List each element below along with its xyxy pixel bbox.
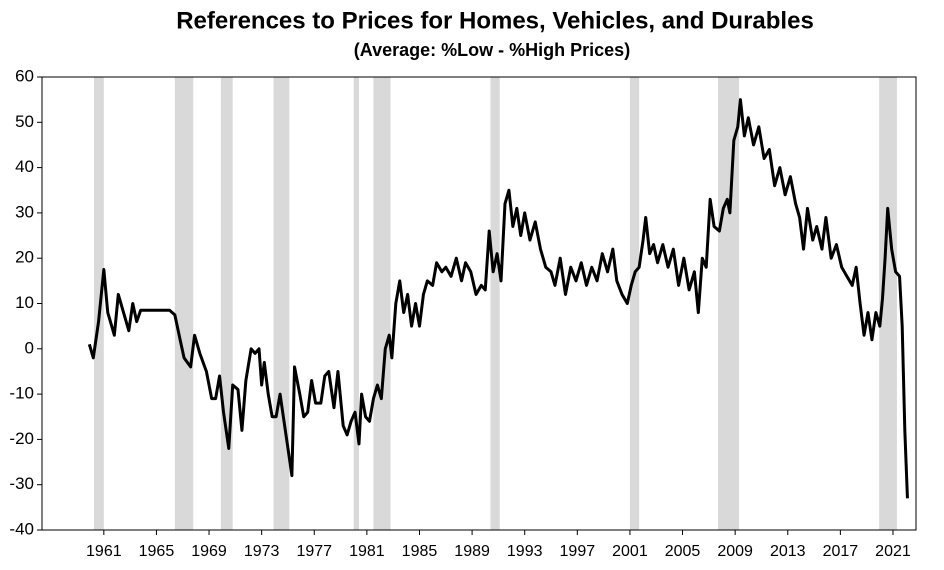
x-tick-label: 1977: [296, 543, 332, 560]
y-tick-label: 40: [15, 157, 34, 176]
y-tick-label: -20: [9, 429, 34, 448]
chart-title: References to Prices for Homes, Vehicles…: [176, 7, 814, 34]
x-tick-label: 2001: [612, 543, 648, 560]
y-tick-label: -40: [9, 519, 34, 538]
chart-subtitle: (Average: %Low - %High Prices): [354, 40, 630, 60]
y-tick-label: 50: [15, 112, 34, 131]
shaded-period: [718, 77, 740, 530]
shaded-period: [629, 77, 640, 530]
x-tick-label: 2013: [770, 543, 806, 560]
y-tick-label: 20: [15, 248, 34, 267]
shaded-period: [273, 77, 290, 530]
x-tick-label: 1961: [86, 543, 122, 560]
x-tick-label: 1969: [191, 543, 227, 560]
data-line: [87, 98, 909, 499]
plot-frame: [41, 76, 917, 531]
x-tick-label: 1965: [139, 543, 175, 560]
x-tick-label: 1981: [349, 543, 385, 560]
shaded-period: [879, 77, 897, 530]
x-tick-label: 1989: [454, 543, 490, 560]
x-tick-label: 2009: [717, 543, 753, 560]
y-tick-label: -30: [9, 474, 34, 493]
shaded-period: [490, 77, 500, 530]
y-tick-label: 0: [25, 338, 34, 357]
x-tick-label: 1993: [507, 543, 543, 560]
shaded-period: [174, 77, 194, 530]
x-tick-label: 1985: [402, 543, 438, 560]
x-tick-label: 1997: [560, 543, 596, 560]
x-tick-label: 1973: [244, 543, 280, 560]
y-tick-label: -10: [9, 384, 34, 403]
y-tick-label: 30: [15, 202, 34, 221]
y-tick-label: 60: [15, 66, 34, 85]
y-tick-label: 10: [15, 293, 34, 312]
x-tick-label: 2021: [875, 543, 911, 560]
shaded-period: [373, 77, 391, 530]
shaded-period: [353, 77, 359, 530]
x-tick-label: 2017: [823, 543, 859, 560]
shaded-period: [220, 77, 233, 530]
x-tick-label: 2005: [665, 543, 701, 560]
